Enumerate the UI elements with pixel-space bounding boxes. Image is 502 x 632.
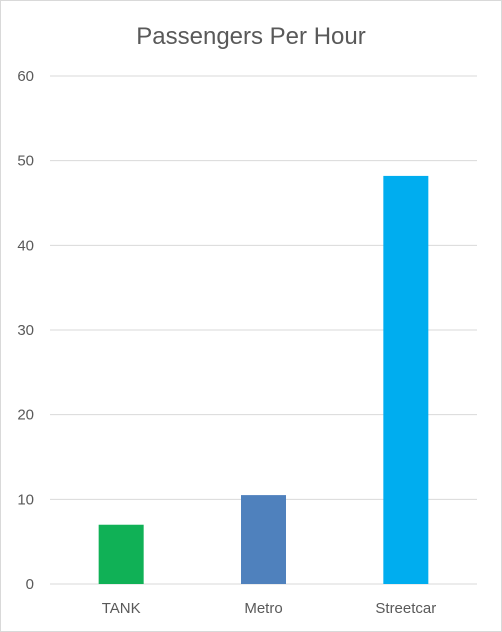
bar-streetcar [383,175,429,584]
x-tick-label: TANK [102,600,141,617]
y-tick-label: 30 [17,322,34,339]
bar-tank [98,524,144,584]
bar-metro [241,495,286,584]
y-tick-label: 20 [17,407,34,424]
x-tick-label: Metro [244,600,282,617]
x-axis-ticks: TANK Metro Streetcar [102,600,437,617]
y-tick-label: 0 [26,576,34,593]
y-tick-label: 50 [17,153,34,170]
y-tick-label: 10 [17,491,34,508]
y-tick-label: 60 [17,68,34,85]
y-axis-ticks: 0 10 20 30 40 50 60 [17,68,34,593]
x-tick-label: Streetcar [375,600,436,617]
bars [98,175,429,584]
y-tick-label: 40 [17,237,34,254]
chart-title: Passengers Per Hour [136,23,365,50]
